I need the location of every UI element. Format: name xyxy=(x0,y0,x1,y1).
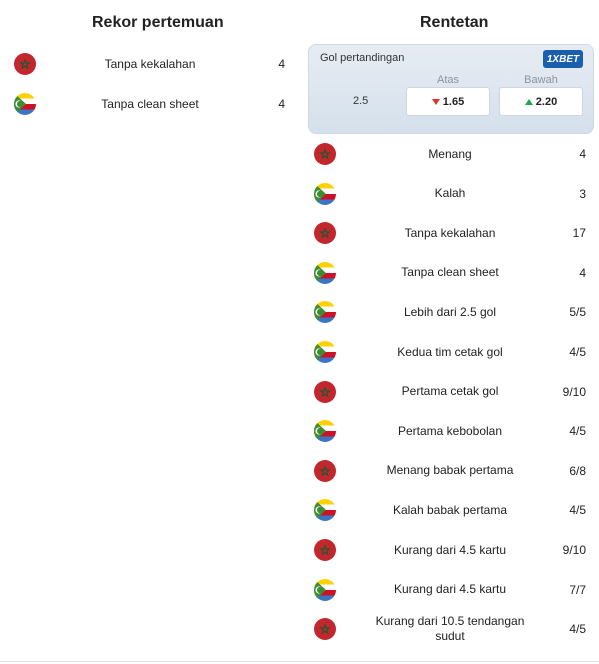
comoros-flag-icon xyxy=(314,499,336,522)
odds-card-title: Gol pertandingan xyxy=(320,52,405,64)
stat-value: 6/8 xyxy=(569,463,586,478)
comoros-flag-icon xyxy=(314,261,336,284)
morocco-flag-icon xyxy=(314,143,336,165)
over-odds-button[interactable]: 1.65 xyxy=(406,87,490,116)
odds-down-arrow-icon xyxy=(431,98,440,105)
comoros-flag-icon xyxy=(314,182,336,205)
morocco-flag-icon xyxy=(314,222,336,245)
stat-label: Menang babak pertama xyxy=(386,463,514,478)
streaks-title: Rentetan xyxy=(420,14,489,31)
streak-row: Kurang dari 4.5 kartu 9/10 xyxy=(300,530,599,570)
odds-up-arrow-icon xyxy=(524,98,533,105)
streak-row: Kalah 3 xyxy=(300,174,599,214)
morocco-flag-icon xyxy=(314,459,336,482)
stat-value: 4/5 xyxy=(569,424,586,439)
over-odds-value: 1.65 xyxy=(442,95,465,108)
stat-label: Lebih dari 2.5 gol xyxy=(403,304,497,319)
morocco-flag-icon xyxy=(314,618,336,641)
streaks-panel: Rentetan Gol pertandingan 1XBET 2.5 Atas… xyxy=(300,0,599,664)
stat-value: 9/10 xyxy=(562,384,586,399)
under-column-label: Bawah xyxy=(524,74,558,86)
streak-row: Pertama cetak gol 9/10 xyxy=(300,372,599,412)
streak-row: Tanpa clean sheet 4 xyxy=(300,253,599,293)
bottom-divider xyxy=(0,661,599,662)
stat-label: Tanpa kekalahan xyxy=(404,225,496,240)
stat-value: 4 xyxy=(579,265,586,280)
stat-value: 3 xyxy=(579,186,586,201)
stat-label: Tanpa clean sheet xyxy=(101,96,199,111)
stat-value: 5/5 xyxy=(569,305,586,320)
stat-label: Kalah babak pertama xyxy=(392,502,508,517)
morocco-flag-icon xyxy=(14,53,36,75)
stat-label: Menang xyxy=(428,146,472,161)
stat-value: 17 xyxy=(572,226,586,241)
match-goals-odds-card: Gol pertandingan 1XBET 2.5 Atas Bawah 1.… xyxy=(308,44,594,134)
stat-label: Kurang dari 4.5 kartu xyxy=(393,542,507,557)
stat-value: 4 xyxy=(278,57,285,71)
under-odds-value: 2.20 xyxy=(535,95,558,108)
head-to-head-row: Tanpa clean sheet 4 xyxy=(0,84,300,124)
head-to-head-title: Rekor pertemuan xyxy=(92,14,224,31)
stat-value: 4 xyxy=(579,147,586,161)
streak-row: Kalah babak pertama 4/5 xyxy=(300,490,599,530)
stat-value: 4/5 xyxy=(569,503,586,518)
stat-label: Tanpa clean sheet xyxy=(401,265,499,280)
stat-value: 7/7 xyxy=(569,582,586,597)
streak-row: Menang 4 xyxy=(300,134,599,174)
streak-row: Menang babak pertama 6/8 xyxy=(300,451,599,491)
stat-value: 4/5 xyxy=(569,622,586,637)
streak-row: Lebih dari 2.5 gol 5/5 xyxy=(300,292,599,332)
over-column-label: Atas xyxy=(436,74,459,86)
stat-label: Pertama cetak gol xyxy=(401,384,499,399)
under-odds-button[interactable]: 2.20 xyxy=(499,87,583,116)
streak-row: Kedua tim cetak gol 4/5 xyxy=(300,332,599,372)
comoros-flag-icon xyxy=(314,578,336,601)
bookmaker-logo[interactable]: 1XBET xyxy=(543,50,583,68)
stat-value: 4 xyxy=(278,97,285,111)
streak-row: Kurang dari 10.5 tendangan sudut 4/5 xyxy=(300,609,599,649)
stat-label: Tanpa kekalahan xyxy=(104,56,196,71)
comoros-flag-icon xyxy=(314,420,336,443)
streak-row: Kurang dari 4.5 kartu 7/7 xyxy=(300,570,599,610)
stat-label: Kedua tim cetak gol xyxy=(397,344,503,359)
stat-label: Kalah xyxy=(434,186,466,201)
morocco-flag-icon xyxy=(314,539,336,561)
stat-value: 4/5 xyxy=(569,345,586,359)
stat-label: Pertama kebobolan xyxy=(397,423,503,438)
stat-label: Kurang dari 4.5 kartu xyxy=(393,582,507,597)
comoros-flag-icon xyxy=(14,93,36,115)
comoros-flag-icon xyxy=(314,341,336,363)
stat-label: Kurang dari 10.5 tendangan sudut xyxy=(375,614,525,644)
stat-value: 9/10 xyxy=(562,543,586,557)
comoros-flag-icon xyxy=(314,301,336,324)
head-to-head-row: Tanpa kekalahan 4 xyxy=(0,44,300,84)
streak-row: Tanpa kekalahan 17 xyxy=(300,213,599,253)
head-to-head-panel: Rekor pertemuan Tanpa kekalahan 4 Tanpa cl… xyxy=(0,14,300,124)
morocco-flag-icon xyxy=(314,380,336,403)
streak-row: Pertama kebobolan 4/5 xyxy=(300,411,599,451)
goal-line-value: 2.5 xyxy=(353,95,369,107)
